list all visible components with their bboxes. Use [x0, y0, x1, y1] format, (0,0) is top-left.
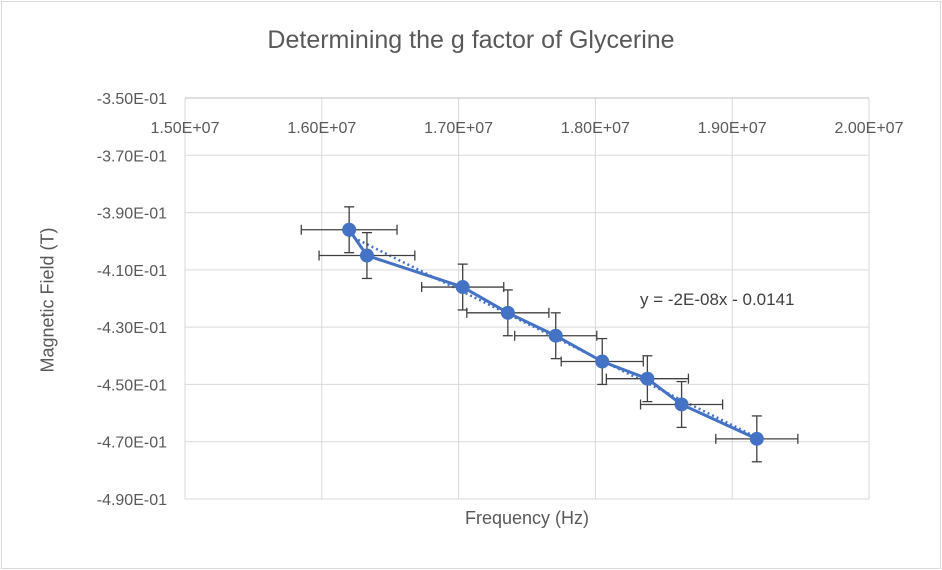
x-tick-label: 1.70E+07 — [424, 120, 493, 137]
x-tick-label: 1.80E+07 — [561, 120, 630, 137]
data-point — [674, 397, 689, 412]
y-tick-label: -4.10E-01 — [97, 263, 167, 280]
x-tick-label: 2.00E+07 — [835, 120, 904, 137]
x-tick-label: 1.60E+07 — [287, 120, 356, 137]
trendline-equation: y = -2E-08x - 0.0141 — [640, 290, 795, 309]
data-point — [455, 280, 470, 295]
data-point — [749, 431, 764, 446]
y-tick-label: -4.70E-01 — [97, 435, 167, 452]
data-point — [640, 371, 655, 386]
chart-title: Determining the g factor of Glycerine — [267, 26, 675, 54]
x-axis-title: Frequency (Hz) — [464, 508, 590, 528]
x-tick-label: 1.50E+07 — [151, 120, 220, 137]
data-point — [359, 248, 374, 263]
data-point — [500, 305, 515, 320]
y-tick-label: -4.50E-01 — [97, 377, 167, 394]
x-tick-label: 1.90E+07 — [698, 120, 767, 137]
data-point — [342, 222, 357, 237]
y-tick-label: -3.70E-01 — [97, 148, 167, 165]
data-point — [595, 354, 610, 369]
y-tick-label: -3.50E-01 — [97, 91, 167, 108]
data-point — [548, 328, 563, 343]
trendline — [348, 234, 758, 439]
y-tick-label: -4.90E-01 — [97, 492, 167, 509]
y-tick-label: -3.90E-01 — [97, 206, 167, 223]
y-tick-label: -4.30E-01 — [97, 320, 167, 337]
